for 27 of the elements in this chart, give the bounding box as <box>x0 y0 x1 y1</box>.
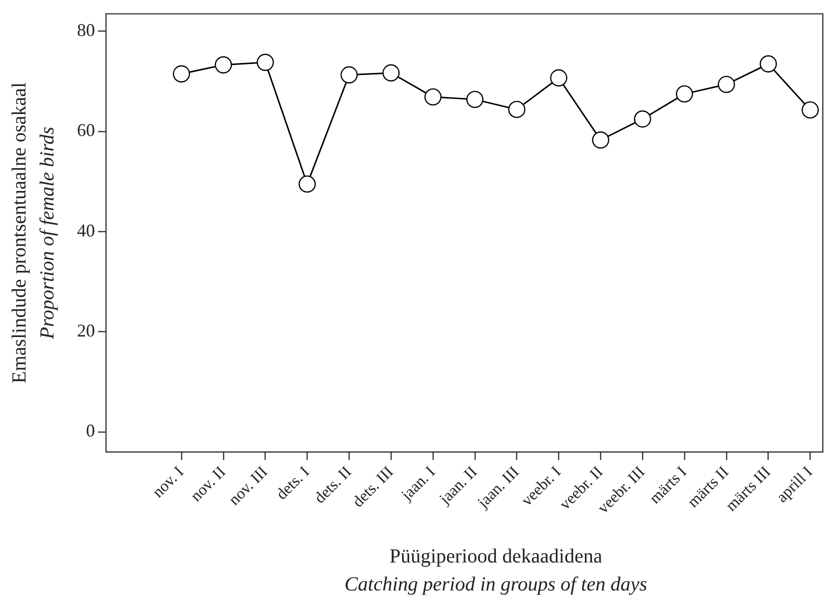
point <box>466 90 484 108</box>
point <box>424 88 442 106</box>
point <box>256 54 274 71</box>
x-tick-label: dets. I <box>273 464 314 504</box>
point <box>340 66 358 84</box>
y-tick-label: 80 <box>77 20 95 40</box>
x-tick-label: jaan. I <box>398 464 439 505</box>
point <box>298 175 316 193</box>
point <box>718 76 735 94</box>
point <box>508 100 526 118</box>
y-axis-title: Emaslindude prontsentuaalne osakaal Proportion of female birds <box>8 82 58 384</box>
point <box>760 55 777 72</box>
point <box>802 101 819 119</box>
y-tick-label: 0 <box>86 420 95 441</box>
x-tick-label: dets. II <box>311 464 355 508</box>
x-axis-title: Püügiperiood dekaadidena Catching period in groups of ten days <box>344 545 648 596</box>
y-tick-label: 60 <box>77 120 95 140</box>
y-tick-label: 20 <box>77 320 95 341</box>
point <box>550 69 568 87</box>
point <box>214 56 232 74</box>
point <box>172 65 190 82</box>
x-tick-label: nov. I <box>150 464 188 502</box>
point <box>382 64 400 82</box>
y-tick-label: 40 <box>77 220 95 240</box>
point <box>634 110 652 128</box>
point <box>676 85 694 103</box>
point <box>592 131 610 149</box>
